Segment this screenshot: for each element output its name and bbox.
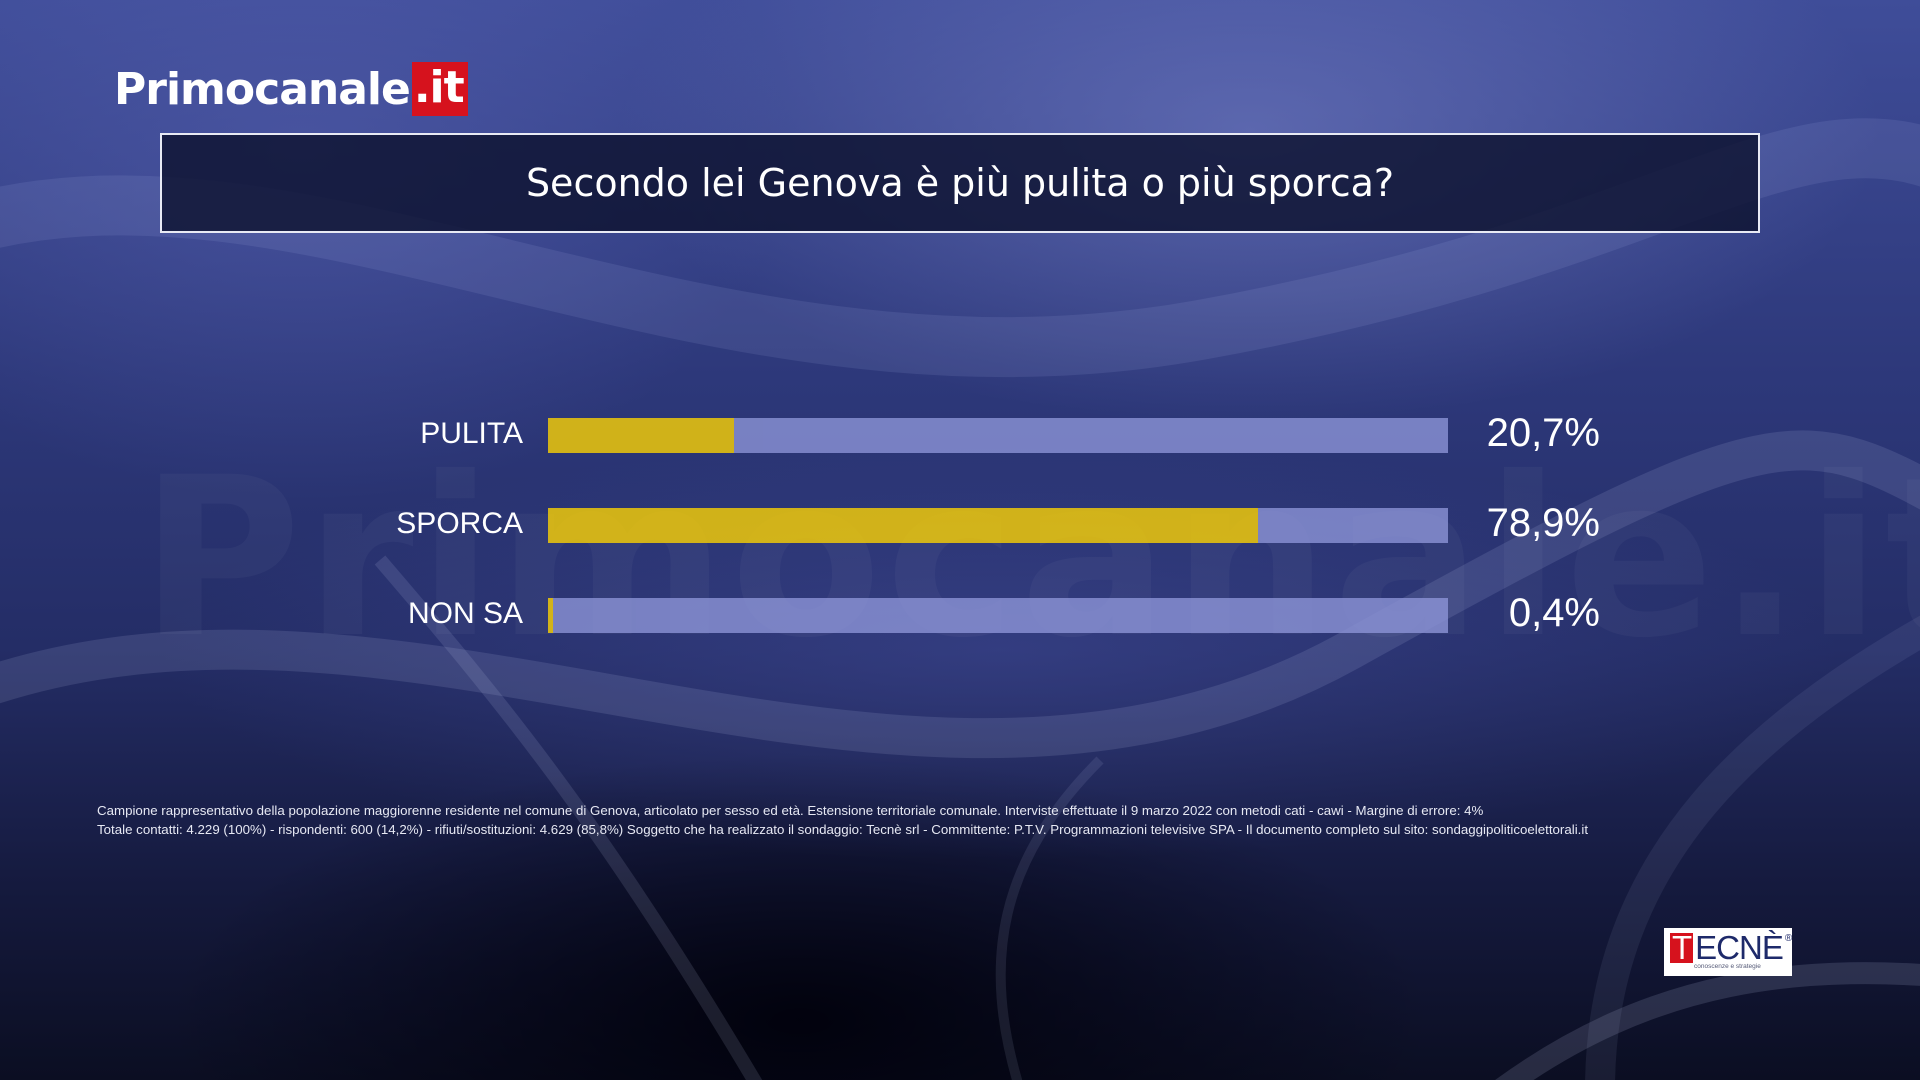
bar-value-label: 20,7% (1486, 411, 1600, 455)
bar-label: NON SA (407, 597, 523, 630)
question-box: Secondo lei Genova è più pulita o più sp… (160, 133, 1760, 233)
tecne-logo: T ECNÈ ® conoscenze e strategie (1664, 928, 1792, 976)
bar-value-label: 0,4% (1508, 591, 1600, 635)
tecne-tagline: conoscenze e strategie (1694, 963, 1761, 970)
tecne-registered: ® (1784, 933, 1792, 944)
bar-label: SPORCA (396, 507, 523, 540)
bar-value-label: 78,9% (1486, 501, 1600, 545)
bar-label: PULITA (420, 417, 523, 450)
primocanale-logo: Primocanale .it (114, 62, 468, 116)
methodology-line-1: Campione rappresentativo della popolazio… (97, 803, 1484, 818)
tecne-initial: T (1670, 929, 1694, 966)
tecne-brand: T ECNÈ ® (1670, 929, 1792, 966)
bar (548, 508, 1259, 543)
bar (548, 418, 735, 453)
bar (548, 598, 553, 633)
methodology-note: Campione rappresentativo della popolazio… (97, 801, 1817, 839)
tecne-name: ECNÈ (1695, 929, 1784, 966)
bar-track (548, 508, 1448, 543)
bar-track (548, 598, 1448, 633)
bar-track (548, 418, 1448, 453)
methodology-line-2: Totale contatti: 4.229 (100%) - risponde… (97, 822, 1589, 837)
logo-name: Primocanale (114, 63, 411, 115)
logo-tld: .it (411, 62, 468, 116)
question-text: Secondo lei Genova è più pulita o più sp… (525, 161, 1395, 205)
